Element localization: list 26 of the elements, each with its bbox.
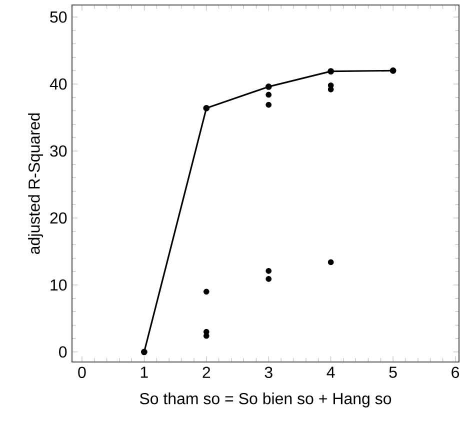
x-tick-label: 5 [389,366,397,378]
point [140,348,148,356]
x-tick-label: 4 [326,366,335,378]
y-tick-label: 50 [50,11,67,23]
point [266,92,272,98]
x-tick-label: 1 [140,366,148,378]
point [203,288,210,295]
y-tick-label: 20 [50,212,67,224]
point [328,68,334,74]
x-tick-label: 2 [202,366,210,378]
x-tick-label: 0 [78,366,86,378]
point [265,84,272,90]
point [328,259,334,266]
point [266,276,272,282]
x-tick-label: 6 [452,366,460,378]
y-tick-label: 30 [50,145,67,157]
y-tick-label: 10 [50,279,67,291]
y-tick-label: 0 [59,346,67,358]
x-tick-label: 3 [264,366,272,378]
point [203,104,210,112]
point [390,67,396,74]
x-axis-title: So tham so = So bien so + Hang so [140,392,392,408]
y-tick-label: 40 [50,78,67,90]
y-axis-title: adjusted R-Squared [28,113,44,254]
point [266,102,272,108]
point [266,268,272,274]
